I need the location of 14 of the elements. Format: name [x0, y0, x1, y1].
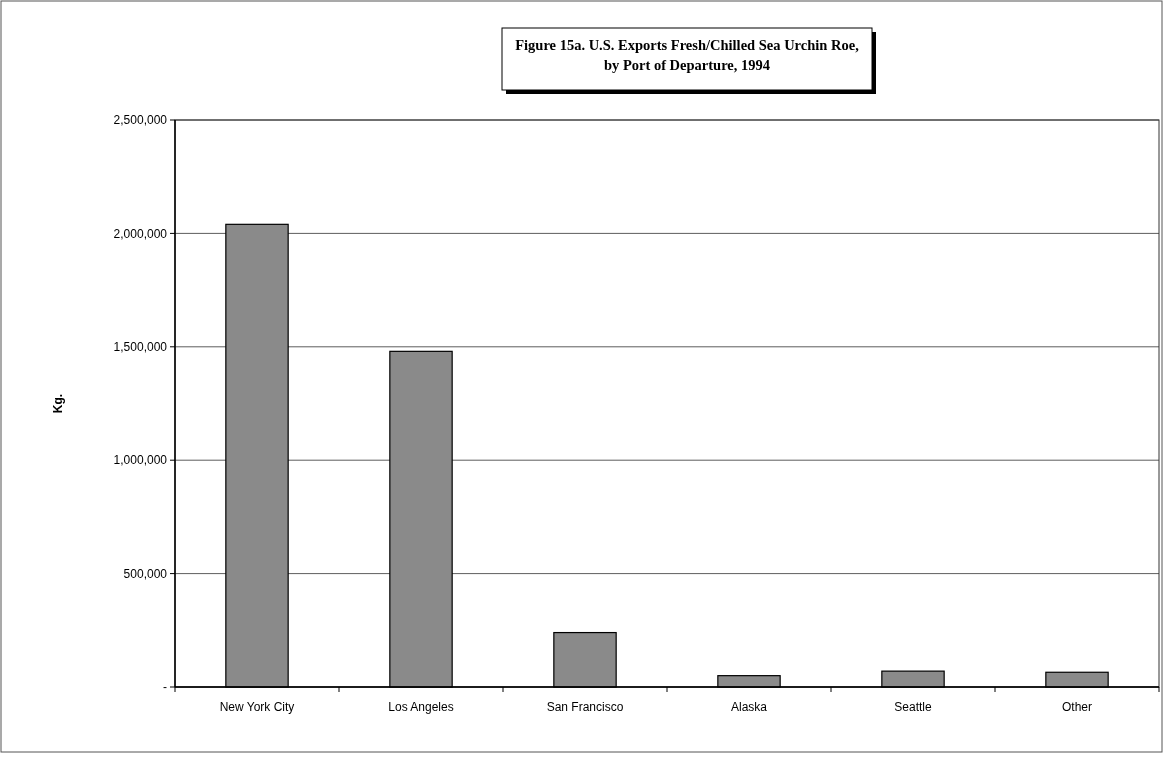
y-tick-label: 500,000: [123, 566, 168, 581]
x-tick-label: Other: [1061, 700, 1093, 714]
y-tick-label: 2,000,000: [113, 226, 168, 241]
x-tick-label: Los Angeles: [388, 700, 454, 714]
y-tick-label: 1,000,000: [113, 453, 168, 468]
x-tick-label: San Francisco: [546, 700, 624, 714]
x-tick-label: Alaska: [730, 700, 768, 714]
y-axis-title: Kg.: [51, 393, 65, 414]
chart-title: Figure 15a. U.S. Exports Fresh/Chilled Sea Urchin Roe, by Port of Departure, 1994: [515, 37, 860, 73]
y-tick-label: 2,500,000: [113, 113, 168, 128]
x-tick-label: Seattle: [894, 700, 933, 714]
x-tick-label: New York City: [219, 700, 295, 714]
y-tick-label: 1,500,000: [113, 340, 168, 354]
y-tick-label: -: [163, 680, 167, 695]
